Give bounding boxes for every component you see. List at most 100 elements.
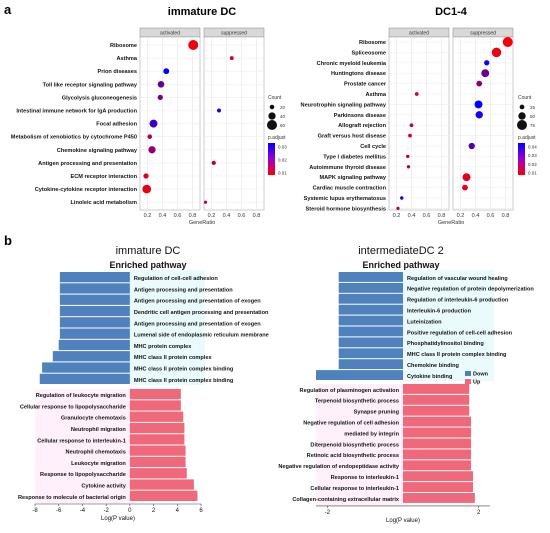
bar-label: Diterpenoid biosynthetic process xyxy=(310,442,399,448)
bar-label: Dendritic cell antigen processing and pr… xyxy=(134,310,269,316)
bar-label: Chemokine binding xyxy=(407,363,459,369)
data-point xyxy=(211,160,216,166)
bar xyxy=(338,348,403,359)
category-label: Glycolysis gluconeogenesis xyxy=(62,95,137,101)
category-label: Graft versus host disease xyxy=(318,134,386,140)
legend-title-padj: p.adjust xyxy=(518,135,536,141)
x-tick-label: 0.2 xyxy=(208,213,216,219)
category-label: Ribosome xyxy=(110,43,137,49)
category-label: Metabolism of xenobiotics by cytochrome … xyxy=(11,135,137,141)
legend-size-label: 40 xyxy=(280,114,286,119)
bar xyxy=(129,389,181,400)
bar xyxy=(403,482,473,492)
category-label: ECM receptor interaction xyxy=(70,174,137,180)
bar-label: Negative regulation of endopeptidase act… xyxy=(278,464,399,470)
legend-colorbar-tick: 0.01 xyxy=(278,171,287,176)
facet-panel xyxy=(388,36,450,211)
data-point xyxy=(474,100,483,109)
x-tick-label: 0.8 xyxy=(189,213,197,219)
x-tick-label: 0.8 xyxy=(253,213,261,219)
category-label: Autoimmune thyroid disease xyxy=(309,165,386,171)
x-tick-label: 0.6 xyxy=(423,213,431,219)
category-label: Ribosome xyxy=(359,40,386,46)
legend-colorbar-tick: 0.03 xyxy=(278,145,287,150)
bar xyxy=(52,351,130,362)
x-axis-label: GeneRatio xyxy=(189,220,215,226)
bar xyxy=(338,326,403,337)
category-label: Cardiac muscle contraction xyxy=(313,186,387,192)
data-point xyxy=(475,111,483,119)
legend-swatch xyxy=(465,371,471,376)
category-label: Huntingtons disease xyxy=(331,71,386,77)
x-tick-label: 2 xyxy=(152,508,156,514)
data-point xyxy=(400,196,404,200)
data-point xyxy=(157,94,163,101)
bar-label: Lumenal side of endoplasmic reticulum me… xyxy=(134,333,269,339)
x-axis-label: Log(P value) xyxy=(386,518,420,524)
legend-size-marker xyxy=(267,120,277,130)
category-label: Asthma xyxy=(116,56,137,62)
x-tick-label: 0.6 xyxy=(238,213,246,219)
plot-background-up xyxy=(316,384,407,506)
data-point xyxy=(142,184,152,194)
data-point xyxy=(406,154,410,159)
bar xyxy=(129,411,184,422)
category-label: Type I diabetes mellitus xyxy=(323,154,386,160)
bar-label: Regulation of leukocyte migration xyxy=(36,393,127,399)
category-label: Systemic lupus erythematosus xyxy=(304,196,386,202)
bar xyxy=(59,328,130,339)
legend-title-padj: p.adjust xyxy=(268,135,286,141)
data-point xyxy=(502,37,513,47)
x-tick-label: 6 xyxy=(199,508,203,514)
barchart-title: immature DC xyxy=(116,245,181,257)
bar xyxy=(403,427,472,438)
bar-label: Terpenoid biosynthetic process xyxy=(315,399,399,405)
bar-label: Neutrophil chemotaxis xyxy=(66,450,126,456)
data-point xyxy=(157,81,165,88)
x-axis-label: GeneRatio xyxy=(438,220,464,226)
category-label: Intestinal immune network for IgA produc… xyxy=(16,109,137,115)
bar xyxy=(338,282,403,293)
bar-label: MHC protein complex xyxy=(134,344,192,350)
x-tick-label: 0.8 xyxy=(502,213,510,219)
data-point xyxy=(491,47,502,58)
category-label: Asthma xyxy=(365,92,386,98)
data-point xyxy=(462,184,468,191)
bar-label: Synapse pruning xyxy=(354,410,400,416)
bar xyxy=(129,490,198,501)
bar xyxy=(403,471,473,482)
bar-label: Regulation of vascular wound healing xyxy=(407,276,508,282)
bar-label: Luteinization xyxy=(407,319,442,325)
bar xyxy=(39,373,130,384)
bar-label: Cellular response to lipopolysaccharide xyxy=(20,404,126,410)
bar xyxy=(59,305,130,317)
data-point xyxy=(396,206,400,210)
legend-size-label: 25 xyxy=(530,105,536,110)
legend-size-marker xyxy=(518,112,526,120)
x-tick-label: 0.8 xyxy=(438,213,446,219)
data-point xyxy=(143,173,149,179)
bar xyxy=(403,460,472,471)
bar xyxy=(403,416,472,427)
bar-label: MHC class II protein complex binding xyxy=(407,352,507,358)
bar-label: Granulocyte chemotaxis xyxy=(61,416,126,422)
legend-size-label: 75 xyxy=(530,123,536,128)
legend-colorbar xyxy=(268,143,275,175)
bar xyxy=(58,339,130,351)
data-point xyxy=(476,80,483,87)
bar-label: Collagen-containing extracellular matrix xyxy=(292,497,400,503)
bar-label: Cellular response to interleukin-1 xyxy=(37,438,126,444)
x-tick-label: 0.4 xyxy=(408,213,416,219)
x-tick-label: 0.6 xyxy=(174,213,182,219)
bar xyxy=(42,362,130,373)
legend-size-label: 50 xyxy=(530,114,536,119)
facet-panel xyxy=(452,36,514,211)
data-point xyxy=(147,134,153,139)
plot-background-up xyxy=(35,389,134,504)
bar-label: Retinoic acid biosynthetic process xyxy=(307,453,399,459)
bar-label: mediated by integrin xyxy=(344,431,399,437)
bar-label: Response to molecule of bacterial origin xyxy=(18,495,126,501)
category-label: Linoleic acid metabolism xyxy=(70,200,137,206)
facet-strip-label: activated xyxy=(160,31,180,37)
category-label: Neurotrophin signaling pathway xyxy=(301,102,387,108)
